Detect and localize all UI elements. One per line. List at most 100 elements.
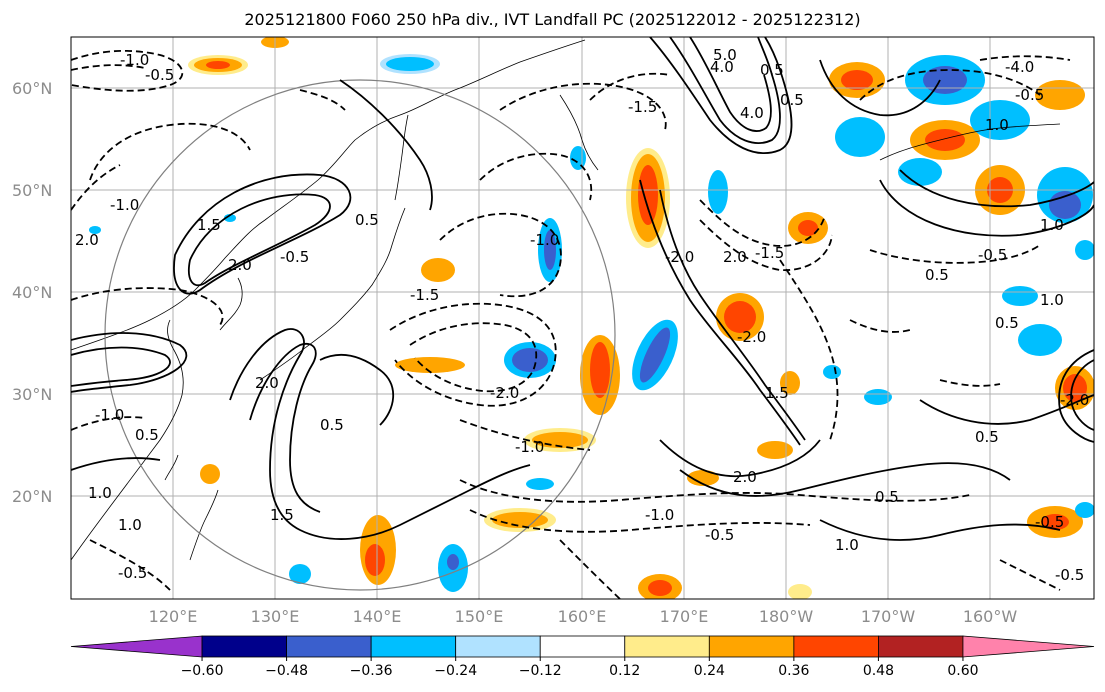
coastline-alaska [879,123,1061,161]
contour-label: -1.0 [515,438,544,456]
coastline-philippines [189,489,219,561]
shade-sky [1075,240,1094,260]
contour-label: 2.0 [723,248,747,266]
lon-tick-label: 140°E [353,607,402,626]
colorbar-segment [370,635,457,658]
shade-orange [780,371,800,395]
coastline-asia [71,39,586,351]
shade-red [206,61,230,69]
shade-red [841,70,873,90]
contour-label: 1.5 [270,506,294,524]
lat-tick-label: 30°N [12,385,52,404]
shade-red [648,580,672,596]
shade-blue [544,230,556,270]
contour-label: 1.0 [1040,291,1064,309]
shade-orange [200,464,220,484]
colorbar-tick-label: −0.12 [519,663,562,679]
contour-label: 0.5 [875,488,899,506]
contour-label: -1.5 [628,98,657,116]
contour-label: -1.5 [410,286,439,304]
lat-tick-labels: 20°N 30°N 40°N 50°N 60°N [12,79,52,506]
contour-label: -4.0 [1005,58,1034,76]
contour-label: 2.0 [228,256,252,274]
colorbar-tick-label: −0.60 [181,663,224,679]
colorbar-tick-label: 0.36 [778,663,809,679]
contour-label: 1.5 [197,216,221,234]
lon-tick-labels: 120°E 130°E 140°E 150°E 160°E 170°E 180°… [149,607,1018,626]
lon-tick-label: 160°E [558,607,607,626]
colorbar-segment [624,635,710,658]
colorbar: −0.60 −0.48 −0.36 −0.24 −0.12 0.12 0.24 0.36 0.4… [70,635,1095,679]
contour-label: 1.5 [765,384,789,402]
shade-sky [89,226,101,234]
colorbar-segment [455,635,541,658]
contour-label: -0.5 [1035,513,1064,531]
shade-red [638,165,658,225]
contour-label: 0.5 [995,314,1019,332]
colorbar-extend-high [962,635,1095,658]
contour-label: -0.5 [280,248,309,266]
shade-orange [492,512,548,528]
coastline-korea [219,277,243,331]
lat-tick-label: 40°N [12,283,52,302]
lon-tick-label: 170°E [660,607,709,626]
shade-red [1063,374,1087,402]
lat-tick-label: 50°N [12,181,52,200]
coastlines [71,39,1061,561]
shade-orange [757,441,793,459]
colorbar-tick-label: −0.48 [265,663,308,679]
contour-label: 2.0 [75,231,99,249]
coastline-sakhalin [394,114,409,201]
contour-label: -1.0 [95,406,124,424]
shade-sky [835,117,885,157]
shade-sky [708,170,728,214]
contour-label: -0.5 [1015,86,1044,104]
contour-labels: -1.0 -0.5 5.0 4.0 0.5 -4.0 -0.5 -1.5 0.5… [75,46,1089,584]
shade-blue [1049,191,1081,219]
contour-label: 4.0 [740,104,764,122]
plot-frame [70,36,1095,600]
contour-label: -0.5 [145,66,174,84]
shade-sky [898,158,942,186]
contour-label: -2.0 [1060,391,1089,409]
shade-blue [447,554,459,570]
colorbar-segment [539,635,626,658]
dashed-contours [71,49,1071,599]
colorbar-ticks: −0.60 −0.48 −0.36 −0.24 −0.12 0.12 0.24 0.36 0.4… [181,657,979,679]
colorbar-tick-label: 0.12 [609,663,640,679]
contour-label: -2.0 [737,328,766,346]
contour-label: 2.0 [255,374,279,392]
contour-label: 0.5 [760,61,784,79]
contour-label: 0.5 [975,428,999,446]
colorbar-segment [793,635,879,658]
colorbar-tick-label: 0.48 [863,663,894,679]
lon-tick-label: 160°W [963,607,1018,626]
contour-label: 0.5 [320,416,344,434]
shade-orange [421,258,455,282]
coastline-japan [259,207,406,381]
contour-label: -0.5 [705,526,734,544]
lat-tick-label: 60°N [12,79,52,98]
shade-blue [512,348,548,372]
lon-tick-label: 130°E [251,607,300,626]
shade-red [798,220,818,236]
lon-tick-label: 120°E [149,607,198,626]
shade-sky [1018,324,1062,356]
colorbar-extend-low [70,635,203,658]
colorbar-tick-label: 0.24 [694,663,725,679]
shade-blue [923,66,967,94]
lon-tick-label: 150°E [455,607,504,626]
shade-red [590,342,610,398]
colorbar-segment [286,635,372,658]
colorbar-tick-label: −0.36 [350,663,393,679]
graticule [71,37,1094,599]
shade-orange [687,470,719,486]
contour-label: 4.0 [710,58,734,76]
contour-label: -1.0 [530,231,559,249]
shaded-fields [89,37,1094,599]
contour-label: 0.5 [780,91,804,109]
reference-circle [104,79,616,591]
shade-sky [570,146,586,170]
contour-label: 1.0 [835,536,859,554]
shade-orange [395,357,465,373]
